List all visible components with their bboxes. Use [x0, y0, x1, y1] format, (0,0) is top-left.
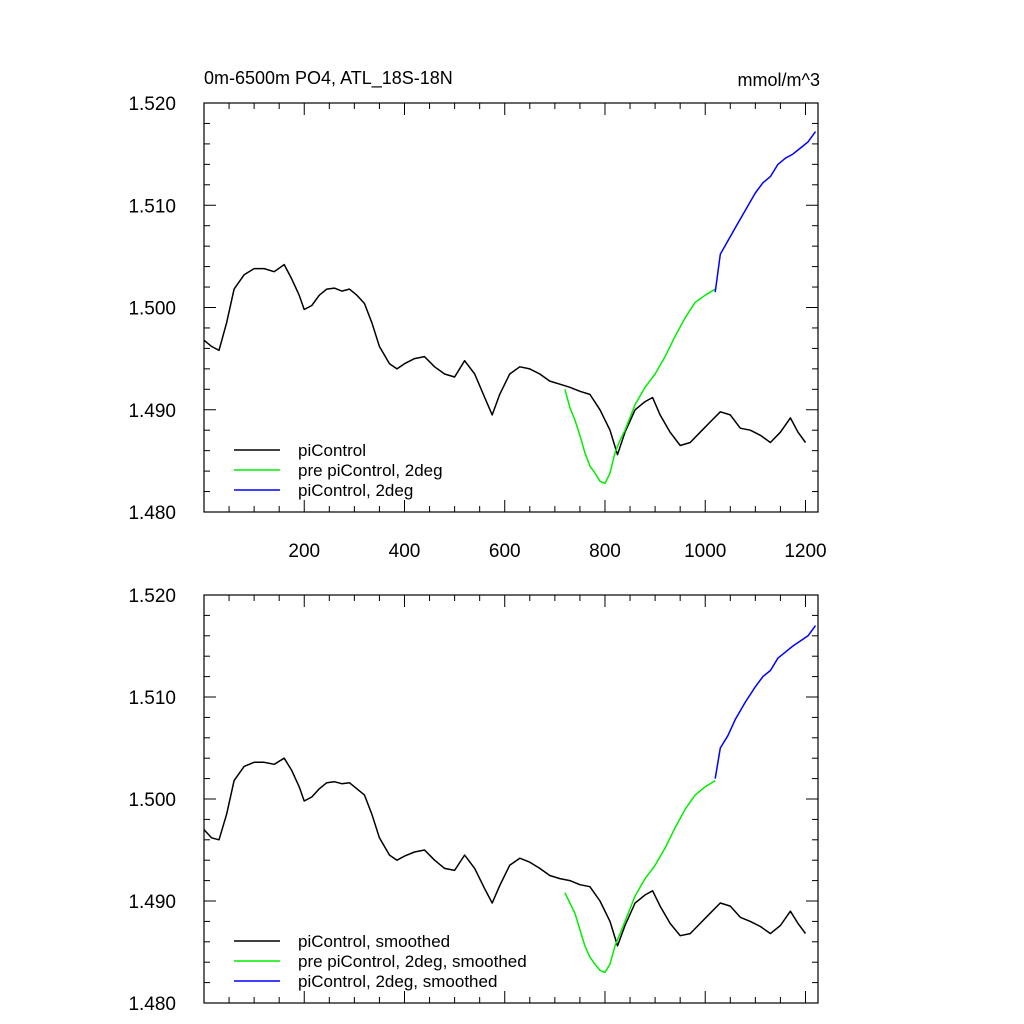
plot-frame	[203, 102, 819, 513]
legend-label: piControl, smoothed	[298, 932, 450, 951]
series-line-picontrol-smoothed	[203, 757, 807, 947]
y-tick-label: 1.480	[128, 994, 176, 1015]
x-tick-label: 1000	[684, 541, 726, 562]
chart-units-label: mmol/m^3	[738, 70, 820, 90]
x-tick-label: 200	[288, 541, 320, 562]
x-tick-label: 800	[589, 541, 621, 562]
y-tick-label: 1.510	[128, 688, 176, 709]
legend-label: piControl	[298, 441, 366, 460]
series-line-picontrol-2deg-smoothed	[714, 625, 817, 779]
y-tick-label: 1.480	[128, 503, 176, 524]
y-tick-label: 1.510	[128, 196, 176, 217]
y-tick-label: 1.500	[128, 790, 176, 811]
legend-label: pre piControl, 2deg, smoothed	[298, 952, 527, 971]
y-tick-label: 1.500	[128, 299, 176, 320]
y-tick-label: 1.520	[128, 586, 176, 607]
legend-label: pre piControl, 2deg	[298, 461, 443, 480]
series-line-pre-picontrol-2deg-smoothed	[564, 779, 716, 974]
y-tick-label: 1.490	[128, 401, 176, 422]
series-line-picontrol	[203, 263, 807, 456]
legend-label: piControl, 2deg	[298, 481, 413, 500]
plot-frame	[203, 594, 819, 1004]
x-tick-label: 600	[489, 541, 521, 562]
y-tick-label: 1.520	[128, 94, 176, 115]
y-tick-label: 1.490	[128, 892, 176, 913]
x-tick-label: 400	[389, 541, 421, 562]
x-tick-label: 1200	[784, 541, 826, 562]
series-line-picontrol-2deg	[714, 131, 817, 293]
legend-label: piControl, 2deg, smoothed	[298, 972, 497, 991]
series-line-pre-picontrol-2deg	[564, 288, 716, 485]
chart-title: 0m-6500m PO4, ATL_18S-18N	[204, 68, 453, 89]
